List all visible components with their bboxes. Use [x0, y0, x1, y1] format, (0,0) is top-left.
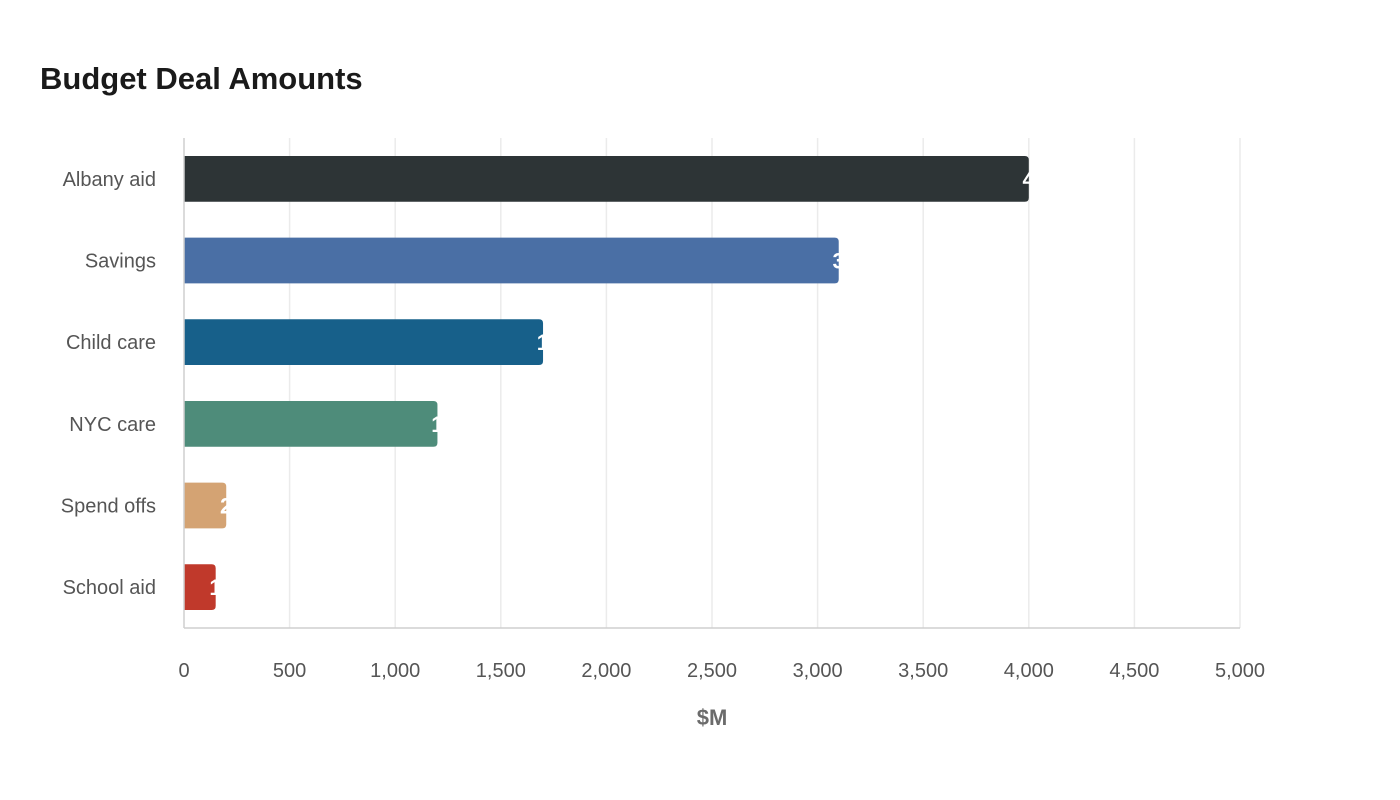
bar-data-label: 2	[220, 494, 232, 519]
bar-data-label: 1	[431, 412, 443, 437]
x-tick-label: 1,500	[476, 660, 526, 682]
x-tick-label: 1,000	[370, 660, 420, 682]
bar	[184, 237, 839, 284]
y-category-label: Child care	[66, 332, 156, 354]
x-tick-label: 0	[178, 660, 189, 682]
y-category-label: Albany aid	[63, 169, 156, 191]
bar-data-label: 3	[832, 249, 844, 274]
y-category-label: NYC care	[69, 414, 156, 436]
x-tick-label: 3,000	[793, 660, 843, 682]
bar-data-label: 1	[537, 330, 549, 355]
chart-title: Budget Deal Amounts	[40, 61, 363, 96]
x-tick-label: 500	[273, 660, 306, 682]
x-axis-title: $M	[697, 705, 728, 730]
x-tick-label: 3,500	[898, 660, 948, 682]
y-category-label: Savings	[85, 251, 156, 273]
axes	[183, 138, 1240, 629]
x-tick-label: 2,500	[687, 660, 737, 682]
bars	[184, 155, 1029, 611]
y-category-label: Spend offs	[61, 496, 156, 518]
gridlines	[288, 138, 1241, 628]
bar-data-label: 1	[209, 575, 221, 600]
bar	[184, 319, 544, 366]
x-tick-label: 5,000	[1215, 660, 1265, 682]
bar	[184, 564, 216, 611]
x-tick-label: 4,000	[1004, 660, 1054, 682]
x-tick-label: 4,500	[1109, 660, 1159, 682]
bar	[184, 155, 1029, 202]
labels: 0 500 1,000 1,500 2,000 2,500 3,000 3,500 4,000 4…	[61, 167, 1265, 682]
x-tick-label: 2,000	[581, 660, 631, 682]
bar	[184, 482, 227, 529]
bar	[184, 400, 438, 447]
bar-data-label: 4	[1023, 167, 1036, 192]
y-category-label: School aid	[63, 577, 156, 599]
